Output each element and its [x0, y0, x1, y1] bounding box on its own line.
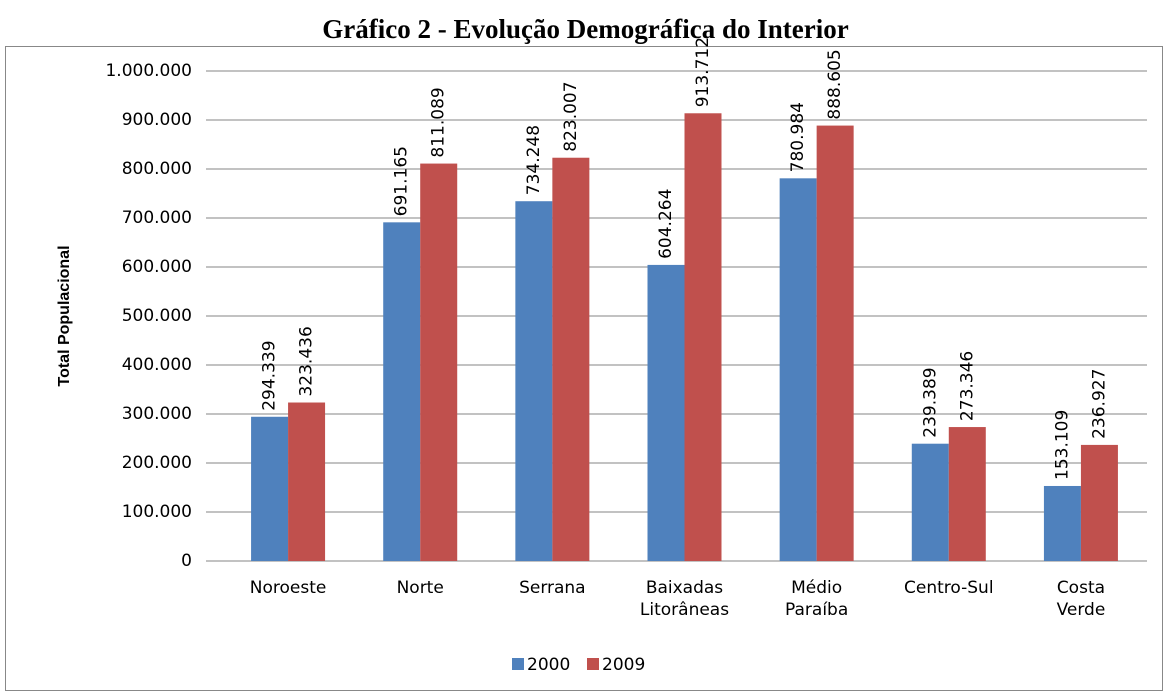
bar: [288, 402, 326, 561]
value-label: 913.712: [693, 37, 713, 107]
bar: [552, 157, 590, 561]
value-label: 273.346: [957, 351, 977, 421]
bar: [420, 163, 458, 561]
value-label: 323.436: [297, 326, 317, 396]
bar: [816, 125, 854, 561]
y-tick-label: 700.000: [122, 208, 192, 228]
chart-title: Gráfico 2 - Evolução Demográfica do Inte…: [322, 14, 849, 44]
value-label: 780.984: [788, 102, 808, 172]
value-label: 734.248: [524, 125, 544, 195]
bar: [251, 416, 289, 561]
value-label: 811.089: [429, 87, 449, 157]
y-tick-label: 0: [181, 551, 192, 571]
x-tick-label: Costa Verde: [1056, 578, 1106, 620]
value-label: 604.264: [656, 189, 676, 259]
y-tick-label: 300.000: [122, 404, 192, 424]
bar: [1080, 444, 1118, 561]
y-axis-title: Total Populacional: [56, 245, 73, 386]
bar: [383, 222, 421, 561]
bar: [647, 264, 685, 561]
x-tick-label: Médio Paraíba: [785, 578, 849, 620]
x-tick-label: Noroeste: [249, 578, 327, 598]
bar: [1043, 485, 1081, 561]
bar: [684, 113, 722, 561]
y-tick-label: 1.000.000: [105, 61, 192, 81]
value-label: 239.389: [920, 367, 940, 437]
y-tick-label: 600.000: [122, 257, 192, 277]
x-tick-label: Centro-Sul: [904, 578, 994, 598]
value-label: 691.165: [392, 146, 412, 216]
x-tick-label: Norte: [396, 578, 444, 598]
x-tick-label: Serrana: [519, 578, 586, 598]
legend-label: 2009: [602, 655, 645, 675]
y-tick-label: 200.000: [122, 453, 192, 473]
y-tick-label: 100.000: [122, 502, 192, 522]
bar: [779, 178, 817, 561]
y-tick-label: 800.000: [122, 159, 192, 179]
legend-swatch: [512, 658, 524, 670]
value-label: 823.007: [561, 81, 581, 151]
legend-swatch: [587, 658, 599, 670]
x-tick-label: Baixadas Litorâneas: [639, 578, 730, 620]
y-tick-label: 400.000: [122, 355, 192, 375]
bar: [948, 427, 986, 561]
y-tick-label: 500.000: [122, 306, 192, 326]
legend-label: 2000: [527, 655, 570, 675]
value-label: 294.339: [260, 340, 280, 410]
value-label: 888.605: [825, 49, 845, 119]
bar: [515, 201, 553, 561]
value-label: 153.109: [1052, 410, 1072, 480]
chart-frame: [5, 46, 1163, 691]
value-label: 236.927: [1089, 369, 1109, 439]
y-tick-label: 900.000: [122, 110, 192, 130]
bar: [911, 443, 949, 561]
